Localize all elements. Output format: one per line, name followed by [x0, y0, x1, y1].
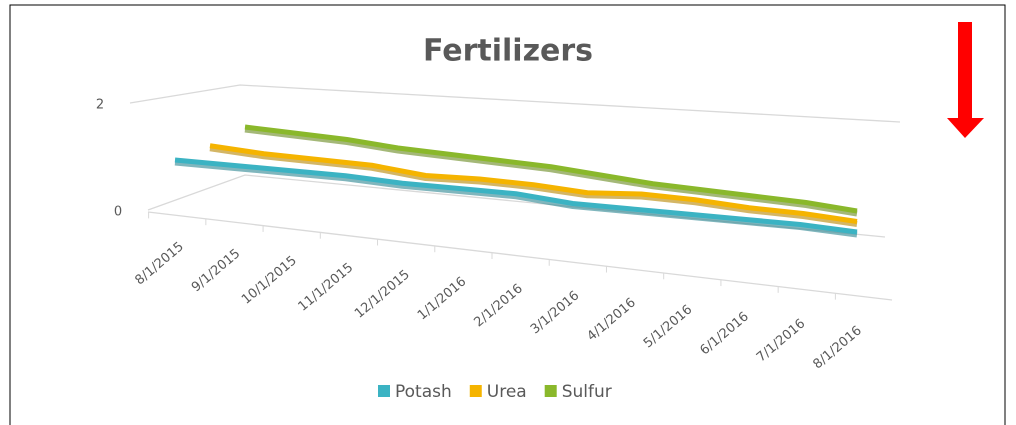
x-axis: [147, 211, 893, 301]
series-line: [209, 143, 858, 224]
legend-swatch: [378, 385, 390, 397]
y-tick-label: 2: [96, 98, 104, 113]
legend-swatch: [469, 385, 482, 397]
series-line: [244, 124, 858, 214]
y-tick-label: 0: [114, 205, 122, 220]
grid-line: [129, 84, 901, 123]
legend-label: Urea: [487, 382, 527, 402]
legend-label: Potash: [395, 382, 452, 402]
legend-swatch: [544, 385, 557, 397]
series-line: [174, 157, 858, 235]
chart-title: Fertilizers: [423, 34, 593, 69]
legend-label: Sulfur: [562, 382, 612, 402]
red-arrow: [947, 22, 984, 138]
